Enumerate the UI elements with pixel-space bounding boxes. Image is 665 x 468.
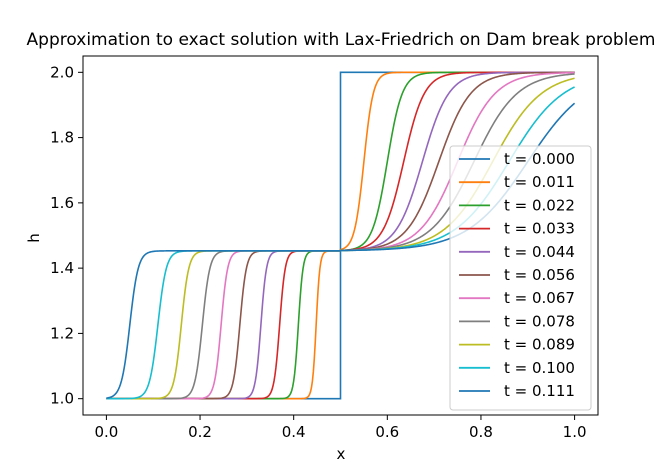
x-tick-label: 0.2 [188, 423, 212, 441]
x-tick-label: 0.6 [375, 423, 399, 441]
chart-title: Approximation to exact solution with Lax… [27, 30, 656, 50]
x-axis: 0.0 0.2 0.4 0.6 0.8 1.0 [94, 415, 587, 441]
y-tick-label: 2.0 [50, 63, 74, 81]
legend-label: t = 0.000 [504, 150, 575, 168]
plot-frame [82, 55, 599, 416]
x-tick-label: 0.0 [94, 423, 118, 441]
legend-label: t = 0.089 [504, 336, 575, 354]
y-tick-label: 1.0 [50, 390, 74, 408]
y-axis: 1.0 1.2 1.4 1.6 1.8 2.0 [50, 63, 83, 408]
y-tick-label: 1.8 [50, 129, 74, 147]
legend-label: t = 0.111 [504, 382, 575, 400]
legend-label: t = 0.011 [504, 173, 575, 191]
legend: t = 0.000 t = 0.011 t = 0.022 t = 0.033 t = … [449, 145, 592, 411]
y-tick-label: 1.6 [50, 194, 74, 212]
y-axis-label: h [25, 233, 43, 243]
x-axis-label: x [337, 445, 346, 463]
x-tick-label: 0.8 [469, 423, 493, 441]
legend-label: t = 0.078 [504, 312, 575, 330]
x-tick-label: 0.4 [282, 423, 306, 441]
legend-label: t = 0.033 [504, 220, 575, 238]
y-tick-label: 1.2 [50, 324, 74, 342]
legend-label: t = 0.056 [504, 266, 575, 284]
y-tick-label: 1.4 [50, 259, 74, 277]
legend-label: t = 0.022 [504, 196, 575, 214]
legend-label: t = 0.100 [504, 359, 575, 377]
legend-label: t = 0.044 [504, 243, 575, 261]
x-tick-label: 1.0 [563, 423, 587, 441]
legend-label: t = 0.067 [504, 289, 575, 307]
